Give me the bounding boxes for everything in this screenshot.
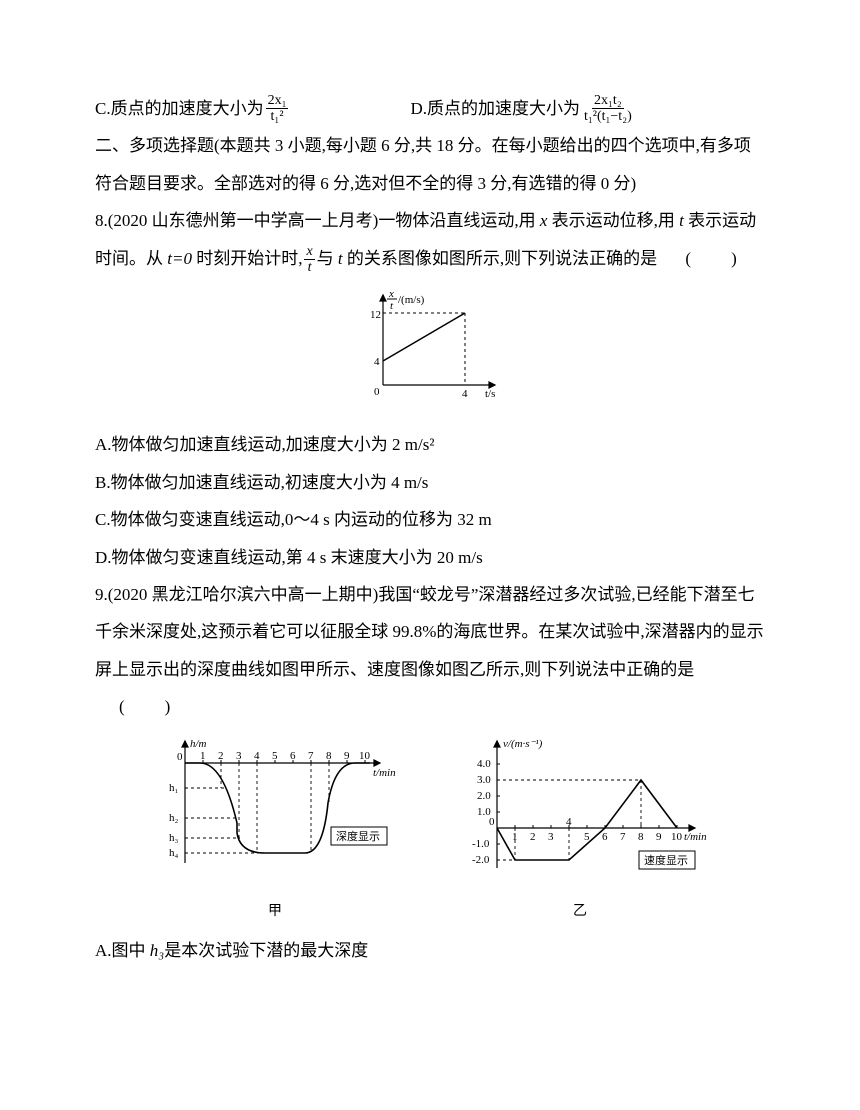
- q8-ytick-4: 4: [374, 356, 380, 368]
- q9c1-ylabel: h/m: [190, 738, 207, 750]
- q9c2-x5: 5: [584, 831, 590, 843]
- q9-optA-pre: A.图中: [95, 941, 150, 960]
- option-c-d-row: C.质点的加速度大小为 2x₁ t₁² D.质点的加速度大小为 2x₁t₂ t₁…: [95, 90, 765, 127]
- q9c1-h3: h₃: [169, 832, 179, 844]
- q8-text-6: 的关系图像如图所示,则下列说法正确的是: [343, 249, 658, 268]
- q9-chart2-svg: 0 1 2 3 4 5 6 7 8 9 10 1.0 2.0 3.0 4.0 -…: [445, 733, 715, 883]
- q9-chart-2: 0 1 2 3 4 5 6 7 8 9 10 1.0 2.0 3.0 4.0 -…: [445, 733, 715, 927]
- q9c2-yn1: -1.0: [472, 838, 490, 850]
- q9c2-y3: 3.0: [477, 774, 491, 786]
- q9c2-y1: 1.0: [477, 806, 491, 818]
- q9-option-a: A.图中 h₃是本次试验下潜的最大深度: [95, 932, 765, 969]
- q9c1-x10: 10: [359, 750, 371, 762]
- option-d: D.质点的加速度大小为 2x₁t₂ t₁²(t₁−t₂): [410, 90, 635, 127]
- q8-ytick-12: 12: [370, 309, 381, 321]
- q9-chart1-caption: 甲: [145, 897, 405, 928]
- q9c1-x7: 7: [308, 750, 314, 762]
- q8-text-2: 表示运动位移,用: [547, 211, 679, 230]
- q8-option-c: C.物体做匀变速直线运动,0～4 s 内运动的位移为 32 m: [95, 501, 765, 538]
- q9c2-ylabel: v/(m·s⁻¹): [503, 738, 543, 750]
- q9c2-x9: 9: [656, 831, 662, 843]
- q9c2-x1: 1: [512, 831, 518, 843]
- q8-xlabel: t/s: [485, 388, 495, 400]
- q8-fraction: xt: [304, 244, 314, 276]
- q9-optA-var: h₃: [150, 941, 164, 960]
- q8-option-b: B.物体做匀加速直线运动,初速度大小为 4 m/s: [95, 464, 765, 501]
- q8-frac-num: x: [304, 244, 314, 260]
- option-c-numerator: 2x₁: [266, 93, 289, 109]
- q9c2-x8: 8: [638, 831, 644, 843]
- q8-ylabel-unit: /(m/s): [398, 294, 425, 306]
- q8-answer-blank: ( ): [685, 240, 738, 277]
- q8-figure: 12 4 0 4 t/s x t /(m/s): [95, 285, 765, 418]
- q9c2-y2: 2.0: [477, 790, 491, 802]
- q8-option-a: A.物体做匀加速直线运动,加速度大小为 2 m/s²: [95, 426, 765, 463]
- q8-option-d: D.物体做匀变速直线运动,第 4 s 末速度大小为 20 m/s: [95, 539, 765, 576]
- q8-text-5: 与: [317, 249, 338, 268]
- option-c-denominator: t₁²: [269, 109, 286, 124]
- q9c1-box-label: 深度显示: [336, 829, 380, 843]
- q9-intro: 9.(2020 黑龙江哈尔滨六中高一上期中)我国“蛟龙号”深潜器经过多次试验,已…: [95, 576, 765, 726]
- q9-chart1-svg: 1 2 3 4 5 6 7 8 9 10: [145, 733, 405, 883]
- q9c1-origin: 0: [177, 751, 183, 763]
- option-c-text: C.质点的加速度大小为: [95, 90, 264, 127]
- q8-frac-den: t: [306, 260, 314, 275]
- option-d-numerator: 2x₁t₂: [592, 93, 624, 109]
- section-2-heading: 二、多项选择题(本题共 3 小题,每小题 6 分,共 18 分。在每小题给出的四…: [95, 127, 765, 202]
- q8-text-1: 8.(2020 山东德州第一中学高一上月考)一物体沿直线运动,用: [95, 211, 540, 230]
- q9c1-x4: 4: [254, 750, 260, 762]
- q9c1-x3: 3: [236, 750, 242, 762]
- q8-chart-svg: 12 4 0 4 t/s x t /(m/s): [345, 285, 515, 405]
- q8-text-4: 时刻开始计时,: [192, 249, 303, 268]
- q9c1-x5: 5: [272, 750, 278, 762]
- q9c1-x8: 8: [326, 750, 332, 762]
- q9c2-x4: 4: [566, 816, 572, 828]
- q9-intro-text: 9.(2020 黑龙江哈尔滨六中高一上期中)我国“蛟龙号”深潜器经过多次试验,已…: [95, 585, 764, 679]
- q8-intro: 8.(2020 山东德州第一中学高一上月考)一物体沿直线运动,用 x 表示运动位…: [95, 202, 765, 277]
- q9c2-x3: 3: [548, 831, 554, 843]
- q9c2-x10: 10: [671, 831, 683, 843]
- option-d-fraction: 2x₁t₂ t₁²(t₁−t₂): [582, 93, 634, 125]
- option-c-fraction: 2x₁ t₁²: [266, 93, 289, 125]
- q8-t0: t=0: [167, 249, 192, 268]
- q9-chart-1: 1 2 3 4 5 6 7 8 9 10: [145, 733, 405, 927]
- q9-chart2-caption: 乙: [445, 897, 715, 928]
- option-d-text: D.质点的加速度大小为: [410, 90, 580, 127]
- q9c2-y4: 4.0: [477, 758, 491, 770]
- q9c1-x2: 2: [218, 750, 224, 762]
- q9c1-h2: h₂: [169, 812, 179, 824]
- q9-answer-blank: ( ): [119, 688, 172, 725]
- q9c1-x1: 1: [200, 750, 206, 762]
- q9c1-h4: h₄: [169, 847, 179, 859]
- q9c2-x7: 7: [620, 831, 626, 843]
- q9c2-box-label: 速度显示: [644, 853, 688, 867]
- q9c1-x9: 9: [344, 750, 350, 762]
- q9c1-x6: 6: [290, 750, 296, 762]
- q9-figure-row: 1 2 3 4 5 6 7 8 9 10: [95, 733, 765, 927]
- q8-ylabel-num: x: [388, 288, 394, 300]
- q9-optA-post: 是本次试验下潜的最大深度: [164, 941, 368, 960]
- option-d-denominator: t₁²(t₁−t₂): [582, 109, 634, 124]
- q9c2-x2: 2: [530, 831, 536, 843]
- q8-xtick-4: 4: [462, 388, 468, 400]
- option-c: C.质点的加速度大小为 2x₁ t₁²: [95, 90, 290, 127]
- q9c1-h1: h₁: [169, 782, 179, 794]
- q9c1-xlabel: t/min: [373, 767, 396, 779]
- q8-origin: 0: [374, 386, 380, 398]
- q9c2-xlabel: t/min: [684, 831, 707, 843]
- q9c2-x6: 6: [602, 831, 608, 843]
- q8-ylabel-den: t: [390, 300, 394, 312]
- q9c2-yn2: -2.0: [472, 854, 490, 866]
- page-content: C.质点的加速度大小为 2x₁ t₁² D.质点的加速度大小为 2x₁t₂ t₁…: [0, 0, 860, 1110]
